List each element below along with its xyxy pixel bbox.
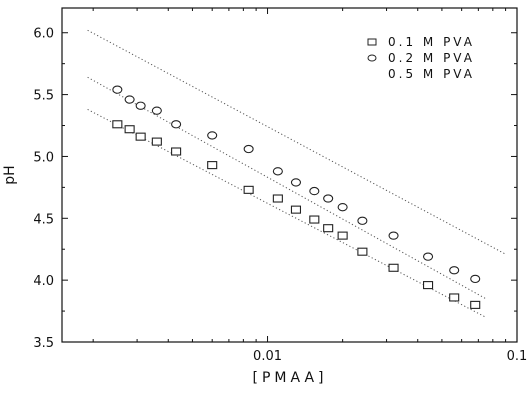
data-point-square [151, 137, 162, 146]
data-point-circle [151, 106, 162, 115]
y-tick-label: 4.5 [33, 212, 54, 227]
data-point-square [207, 161, 218, 170]
data-point-circle [272, 167, 283, 176]
fit-lines-layer [87, 29, 506, 318]
legend-label: 0.2 M PVA [388, 51, 475, 65]
x-axis-title: [PMAA] [253, 370, 328, 386]
x-tick-label: 0.1 [507, 349, 528, 364]
data-point-circle [309, 186, 320, 196]
x-tick-label: 0.01 [253, 349, 282, 364]
data-point-circle [290, 178, 302, 187]
y-axis-title: pH [2, 165, 18, 184]
data-point-circle [207, 131, 218, 140]
y-tick-label: 5.0 [33, 150, 54, 165]
data-point-square [470, 300, 481, 309]
data-point-square [323, 224, 334, 233]
legend-label: 0.1 M PVA [388, 35, 475, 49]
legend-marker-circle [367, 54, 377, 62]
data-point-square [112, 120, 123, 129]
y-tick-label: 5.5 [33, 89, 54, 104]
data-point-square [290, 205, 302, 214]
data-point-square [135, 132, 146, 141]
data-point-circle [135, 101, 146, 110]
data-point-square [171, 147, 182, 156]
points-layer [112, 85, 481, 309]
y-tick-label: 6.0 [33, 27, 54, 42]
data-point-circle [243, 144, 254, 154]
ticks-layer: 3.5 4.0 4.5 5.0 5.5 6.0 0.01 0.1 [33, 8, 527, 364]
data-point-circle [470, 274, 481, 284]
data-point-square [423, 281, 434, 290]
y-tick-label: 3.5 [33, 336, 54, 351]
data-point-circle [323, 194, 334, 203]
data-point-square [357, 247, 368, 256]
y-tick-label: 4.0 [33, 274, 54, 289]
data-point-circle [337, 203, 348, 212]
data-point-square [124, 125, 135, 134]
data-point-circle [124, 95, 135, 104]
data-point-square [337, 231, 348, 240]
data-point-circle [449, 266, 460, 275]
legend-marker-square [367, 38, 377, 46]
legend-label: 0.5 M PVA [388, 67, 475, 81]
plot-frame [61, 7, 518, 343]
data-point-circle [423, 252, 434, 261]
legend: 0.1 M PVA 0.2 M PVA 0.5 M PVA [367, 35, 475, 81]
data-point-square [243, 185, 254, 194]
data-point-circle [171, 120, 182, 129]
data-point-circle [357, 216, 368, 225]
data-point-square [449, 293, 460, 302]
data-point-circle [388, 231, 399, 240]
data-point-square [309, 215, 320, 224]
data-point-square [388, 263, 399, 272]
fit-line [87, 76, 487, 300]
data-point-circle [112, 85, 123, 94]
data-point-square [272, 194, 283, 203]
